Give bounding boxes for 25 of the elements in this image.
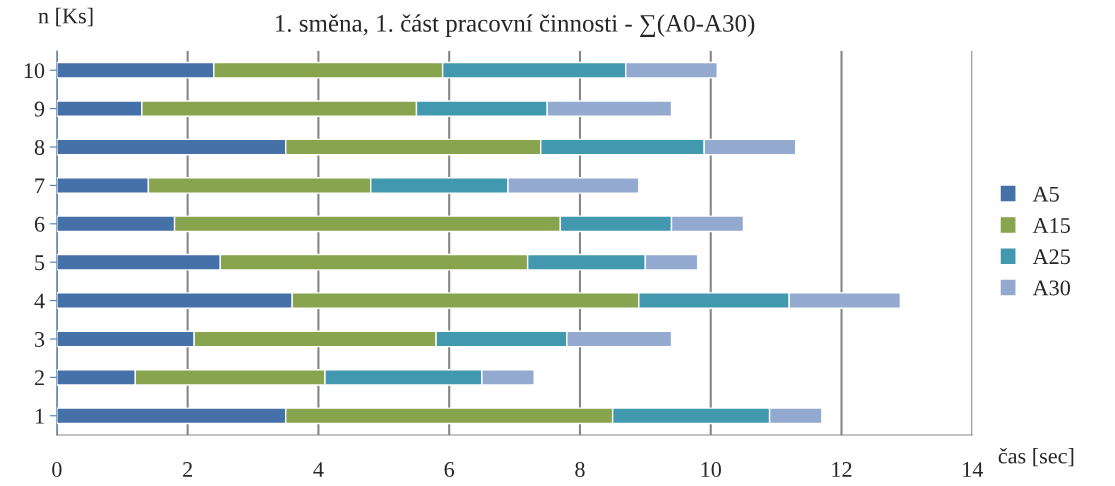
x-tick-label: 10 <box>701 462 721 477</box>
y-tick-label: 9 <box>34 101 45 117</box>
y-tick-label: 7 <box>35 178 45 194</box>
x-axis-title: čas [sec] <box>998 447 1074 467</box>
x-tick-label: 2 <box>183 462 192 477</box>
y-tick-label: 10 <box>24 63 45 79</box>
y-tick-label: 2 <box>34 370 44 386</box>
legend-label: A25 <box>1032 249 1070 265</box>
x-tick-label: 0 <box>52 462 62 477</box>
y-tick-label: 4 <box>34 293 45 309</box>
legend-label: A30 <box>1032 280 1070 296</box>
y-tick-label: 5 <box>35 255 45 271</box>
x-tick-label: 12 <box>832 462 852 477</box>
y-axis-title: n [Ks] <box>38 7 93 27</box>
chart-title: 1. směna, 1. část pracovní činnosti - ∑(A0-A30) <box>275 14 755 37</box>
y-tick-label: 8 <box>34 139 45 155</box>
x-tick-label: 4 <box>313 462 324 477</box>
legend-label: A15 <box>1032 218 1070 233</box>
y-tick-label: 6 <box>34 216 45 232</box>
x-tick-label: 14 <box>963 462 984 477</box>
y-tick-label: 1 <box>35 408 44 424</box>
x-tick-label: 6 <box>444 462 455 477</box>
x-tick-label: 8 <box>575 462 585 477</box>
y-tick-label: 3 <box>35 331 45 347</box>
legend-label: A5 <box>1032 186 1059 202</box>
